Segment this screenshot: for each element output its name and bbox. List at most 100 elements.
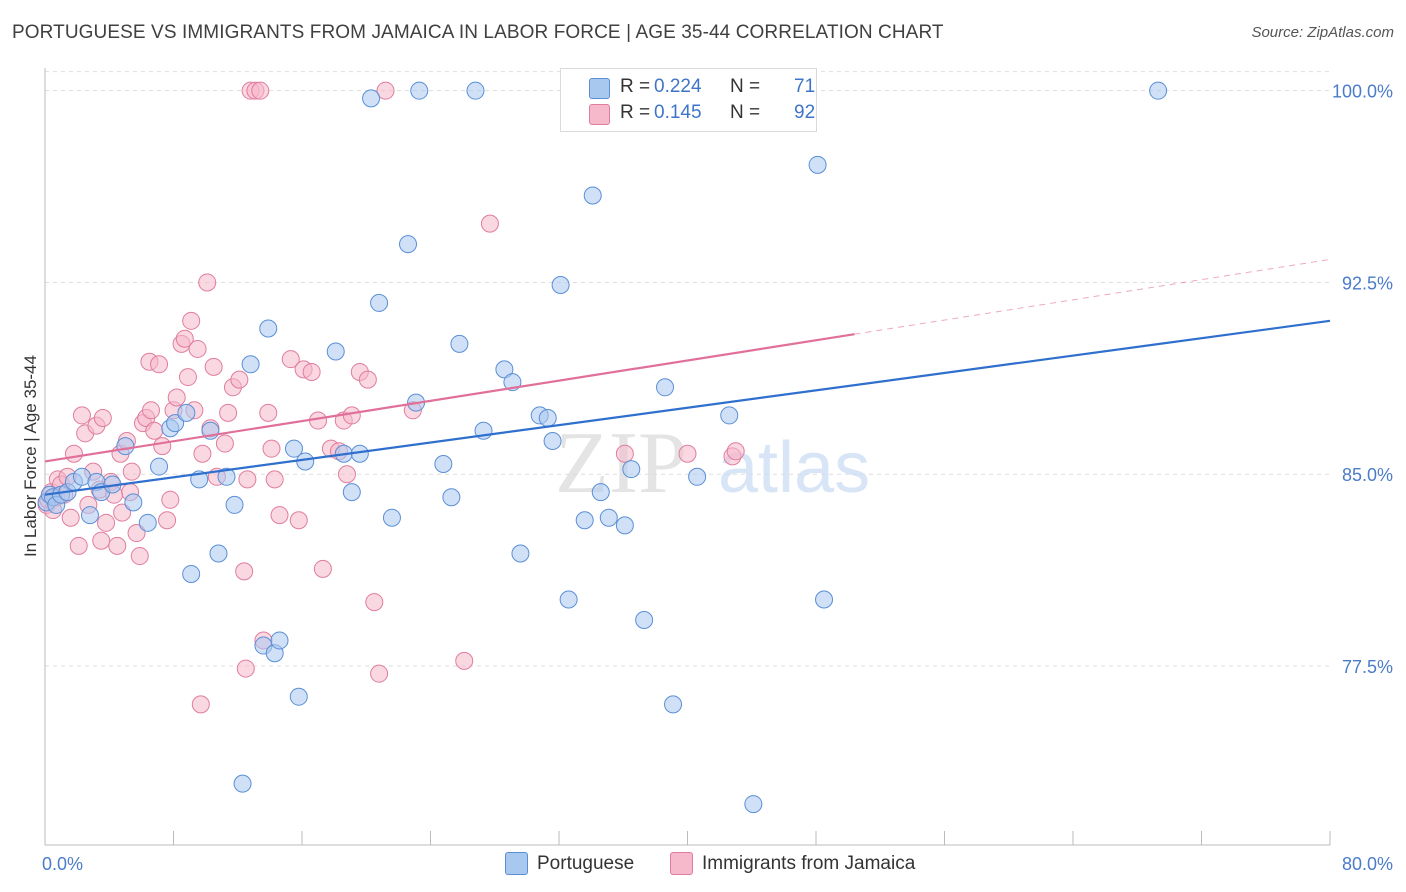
jamaica-point	[188, 339, 207, 358]
jamaica-point	[145, 421, 164, 440]
portuguese-point	[177, 403, 196, 422]
jamaica-point	[235, 562, 254, 581]
jamaica-point	[108, 536, 127, 555]
jamaica-point	[122, 462, 141, 481]
portuguese-point	[1149, 81, 1168, 100]
portuguese-point	[511, 544, 530, 563]
jamaica-point	[92, 531, 111, 550]
legend-r-value: 0.224	[654, 76, 702, 97]
portuguese-point	[370, 293, 389, 312]
portuguese-point	[270, 631, 289, 650]
portuguese-point	[583, 186, 602, 205]
y-tick-label: 85.0%	[1342, 465, 1393, 485]
jamaica-trend-line-dashed	[854, 258, 1331, 335]
jamaica-point	[238, 470, 257, 489]
chart-title: PORTUGUESE VS IMMIGRANTS FROM JAMAICA IN…	[12, 22, 944, 43]
portuguese-point	[362, 89, 381, 108]
jamaica-point	[153, 437, 172, 456]
jamaica-point	[265, 470, 284, 489]
bottom-legend-swatch-blue	[505, 852, 528, 875]
jamaica-point	[175, 329, 194, 348]
jamaica-point	[289, 511, 308, 530]
jamaica-point	[204, 357, 223, 376]
jamaica-point	[726, 442, 745, 461]
portuguese-point	[543, 431, 562, 450]
trend-lines	[44, 258, 1331, 496]
jamaica-point	[251, 81, 270, 100]
portuguese-point	[150, 457, 169, 476]
portuguese-point	[744, 795, 763, 814]
portuguese-point	[551, 276, 570, 295]
y-tick-label: 77.5%	[1342, 657, 1393, 677]
legend-swatch-blue	[589, 78, 610, 99]
jamaica-point	[376, 81, 395, 100]
portuguese-point	[656, 378, 675, 397]
portuguese-point	[599, 508, 618, 527]
jamaica-point	[455, 651, 474, 670]
portuguese-point	[342, 483, 361, 502]
jamaica-point	[342, 406, 361, 425]
jamaica-point	[178, 368, 197, 387]
jamaica-point	[337, 465, 356, 484]
portuguese-point	[233, 774, 252, 793]
portuguese-trend-line	[44, 319, 1331, 496]
portuguese-point	[326, 342, 345, 361]
jamaica-point	[93, 408, 112, 427]
jamaica-point	[69, 536, 88, 555]
portuguese-point	[80, 506, 99, 525]
jamaica-point	[182, 311, 201, 330]
portuguese-point	[450, 334, 469, 353]
portuguese-point	[225, 495, 244, 514]
portuguese-point	[664, 695, 683, 714]
axes	[44, 68, 1331, 846]
watermark-zip: ZIP	[555, 415, 687, 512]
legend-swatch-pink	[589, 104, 610, 125]
portuguese-point	[591, 483, 610, 502]
jamaica-point	[678, 444, 697, 463]
portuguese-point	[209, 544, 228, 563]
portuguese-point	[410, 81, 429, 100]
bottom-legend-jamaica[interactable]: Immigrants from Jamaica	[670, 852, 950, 876]
watermark: ZIP atlas	[555, 415, 870, 512]
jamaica-point	[615, 444, 634, 463]
portuguese-point	[116, 437, 135, 456]
jamaica-point	[193, 444, 212, 463]
jamaica-point	[130, 547, 149, 566]
portuguese-point	[296, 452, 315, 471]
x-tick-label: 80.0%	[1342, 854, 1393, 874]
portuguese-point	[289, 687, 308, 706]
legend-n-label: N =	[730, 76, 761, 97]
portuguese-point	[434, 455, 453, 474]
bottom-legend-portuguese[interactable]: Portuguese	[505, 852, 685, 876]
portuguese-point	[635, 610, 654, 629]
portuguese-point	[815, 590, 834, 609]
jamaica-point	[281, 350, 300, 369]
jamaica-point	[215, 434, 234, 453]
portuguese-point	[615, 516, 634, 535]
portuguese-point	[217, 467, 236, 486]
portuguese-point	[166, 414, 185, 433]
portuguese-point	[622, 460, 641, 479]
legend-n-value: 92	[794, 102, 816, 123]
jamaica-point	[64, 444, 83, 463]
y-tick-label: 92.5%	[1342, 273, 1393, 293]
portuguese-point	[399, 235, 418, 254]
legend-n-label: N =	[730, 102, 761, 123]
legend-n-value: 71	[794, 76, 816, 97]
portuguese-point	[442, 488, 461, 507]
jamaica-point	[480, 214, 499, 233]
jamaica-point	[370, 664, 389, 683]
jamaica-point	[270, 506, 289, 525]
portuguese-points	[37, 81, 1168, 814]
x-tick-label: 0.0%	[42, 854, 83, 874]
jamaica-point	[365, 593, 384, 612]
stats-legend: R = 0.224 N = 71 R = 0.145 N = 92	[560, 68, 817, 132]
portuguese-point	[241, 355, 260, 374]
legend-r-label: R =	[620, 76, 651, 97]
portuguese-point	[720, 406, 739, 425]
portuguese-point	[575, 511, 594, 530]
jamaica-point	[150, 355, 169, 374]
jamaica-point	[142, 401, 161, 420]
jamaica-point	[191, 695, 210, 714]
tick-labels: 77.5% 85.0% 92.5% 100.0% 0.0% 80.0%	[42, 82, 1393, 874]
